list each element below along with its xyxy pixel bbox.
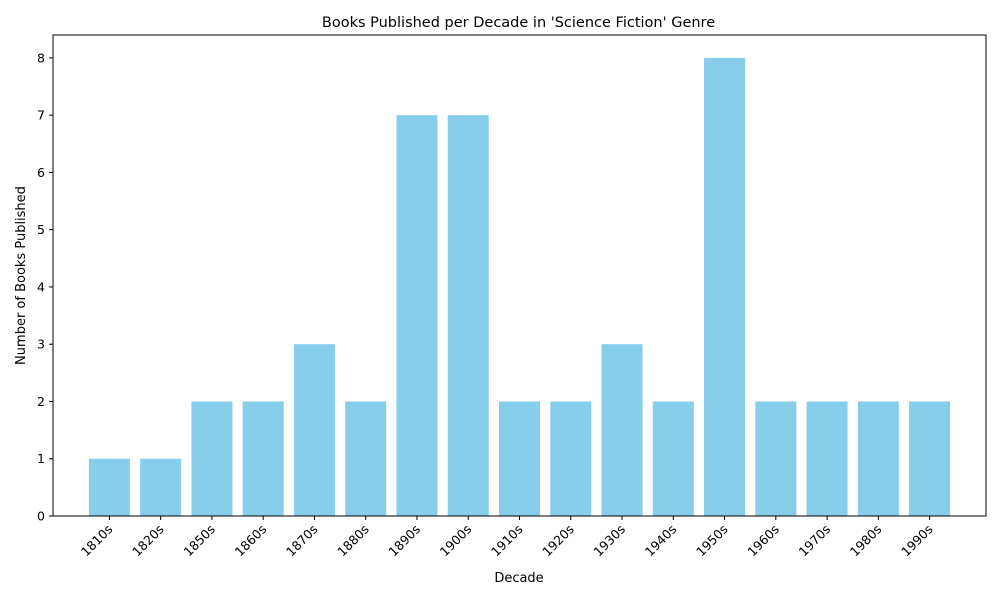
bar-1850s (191, 401, 233, 516)
x-axis-label: Decade (494, 571, 543, 586)
bar-1860s (242, 401, 284, 516)
x-tick-label: 1960s (744, 522, 782, 560)
bar-1950s (704, 57, 746, 517)
x-tick-label: 1810s (78, 522, 116, 560)
x-tick-label: 1900s (437, 522, 475, 560)
y-tick-label: 8 (37, 50, 45, 65)
y-axis-ticks: 0 1 2 3 4 5 6 7 8 (37, 50, 53, 524)
x-tick-label: 1920s (539, 522, 577, 560)
x-tick-label: 1870s (283, 522, 321, 560)
chart-title: Books Published per Decade in 'Science F… (322, 15, 715, 31)
x-axis-ticks: 1810s 1820s 1850s 1860s 1870s 1880s 1890s 1900s… (78, 516, 936, 559)
x-tick-label: 1850s (180, 522, 218, 560)
x-tick-label: 1970s (795, 522, 833, 560)
y-axis-label: Number of Books Published (14, 186, 29, 365)
bar-1930s (601, 344, 643, 516)
x-tick-label: 1990s (898, 522, 936, 560)
x-tick-label: 1980s (847, 522, 885, 560)
y-tick-label: 6 (37, 165, 45, 180)
bar-1970s (806, 401, 848, 516)
x-tick-label: 1820s (129, 522, 167, 560)
bar-1960s (755, 401, 797, 516)
bar-1910s (498, 401, 540, 516)
bar-1810s (88, 458, 130, 516)
y-tick-label: 5 (37, 222, 45, 237)
bar-1920s (550, 401, 592, 516)
bar-1940s (652, 401, 694, 516)
y-tick-label: 4 (37, 279, 45, 294)
bar-1900s (447, 115, 489, 517)
y-tick-label: 1 (37, 451, 45, 466)
bars-group (88, 57, 951, 517)
bar-1980s (857, 401, 899, 516)
x-tick-label: 1910s (488, 522, 526, 560)
bar-1820s (140, 458, 182, 516)
bar-1870s (293, 344, 335, 516)
x-tick-label: 1940s (642, 522, 680, 560)
y-tick-label: 2 (37, 394, 45, 409)
x-tick-label: 1860s (232, 522, 270, 560)
bar-1890s (396, 115, 438, 517)
x-tick-label: 1930s (590, 522, 628, 560)
x-tick-label: 1880s (334, 522, 372, 560)
plot-frame (52, 34, 987, 517)
x-tick-label: 1890s (385, 522, 423, 560)
y-tick-label: 7 (37, 108, 45, 123)
bar-1880s (345, 401, 387, 516)
y-tick-label: 3 (37, 337, 45, 352)
bar-1990s (909, 401, 951, 516)
x-tick-label: 1950s (693, 522, 731, 560)
y-tick-label: 0 (37, 509, 45, 524)
